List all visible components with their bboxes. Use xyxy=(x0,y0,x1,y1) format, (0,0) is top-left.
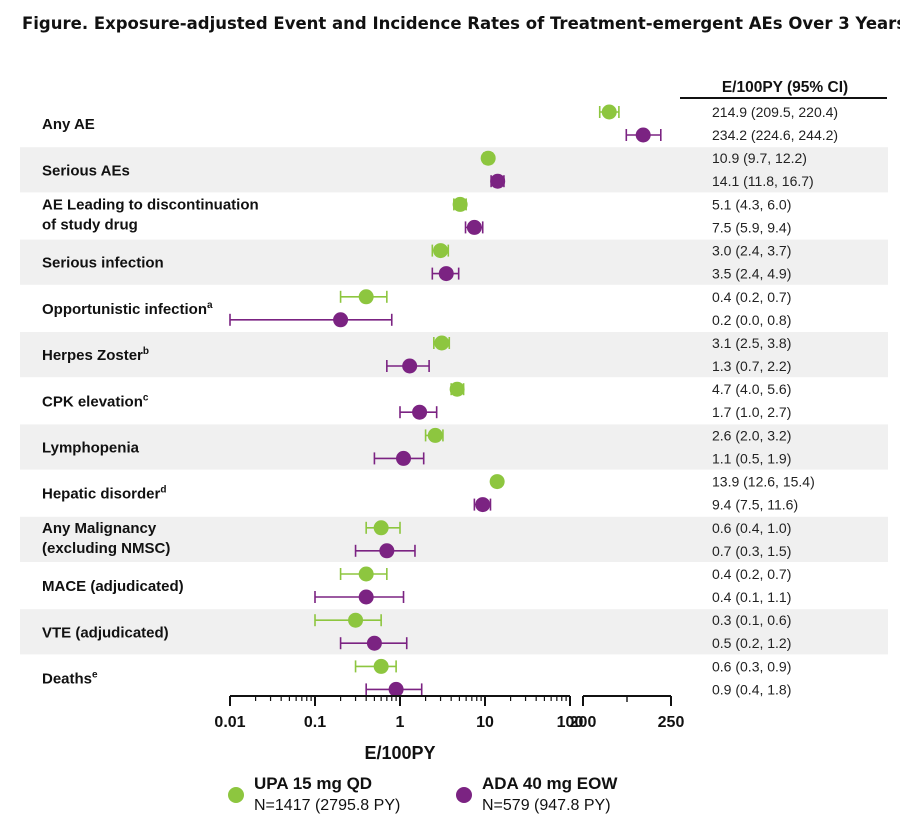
row-stripe xyxy=(20,332,888,378)
legend: UPA 15 mg QD N=1417 (2795.8 PY) ADA 40 m… xyxy=(228,772,748,832)
point-upa xyxy=(480,150,496,166)
point-ada xyxy=(402,358,418,374)
table-header: E/100PY (95% CI) xyxy=(722,79,848,96)
point-upa xyxy=(373,520,389,536)
x-tick-label: 10 xyxy=(476,714,494,731)
legend-n-ada: N=579 (947.8 PY) xyxy=(482,797,611,814)
forest-plot: E/100PY (95% CI) Any AE 214.9 (209.5, 220.… xyxy=(20,79,888,763)
x-tick-label: 1 xyxy=(396,714,405,731)
x-tick-label: 100 xyxy=(557,714,584,731)
ci-text-upa: 4.7 (4.0, 5.6) xyxy=(712,381,791,397)
point-upa xyxy=(452,196,468,212)
row-label: Hepatic disorderd xyxy=(42,485,166,503)
ci-text-upa: 13.9 (12.6, 15.4) xyxy=(712,474,815,490)
legend-marker-ada xyxy=(456,787,472,803)
point-ada xyxy=(490,173,506,189)
figure-title: Figure. Exposure-adjusted Event and Inci… xyxy=(22,14,900,33)
legend-name-ada: ADA 40 mg EOW xyxy=(482,774,618,793)
row-label: Deathse xyxy=(42,670,98,688)
point-upa xyxy=(358,289,374,305)
point-ada xyxy=(379,543,395,559)
ci-text-ada: 9.4 (7.5, 11.6) xyxy=(712,497,798,513)
x-tick-label: 0.1 xyxy=(304,714,326,731)
row-label: Lymphopenia xyxy=(42,440,140,457)
ci-text-upa: 3.0 (2.4, 3.7) xyxy=(712,243,791,259)
ci-text-ada: 1.7 (1.0, 2.7) xyxy=(712,404,791,420)
ci-text-ada: 0.7 (0.3, 1.5) xyxy=(712,543,791,559)
legend-marker-upa xyxy=(228,787,244,803)
ci-text-ada: 0.9 (0.4, 1.8) xyxy=(712,681,791,697)
ci-text-upa: 0.4 (0.2, 0.7) xyxy=(712,289,791,305)
ci-text-ada: 0.4 (0.1, 1.1) xyxy=(712,589,791,605)
point-ada xyxy=(396,450,412,466)
row-stripe xyxy=(20,516,888,562)
row-label: MACE (adjudicated) xyxy=(42,578,184,595)
point-ada xyxy=(466,219,482,235)
point-ada xyxy=(475,497,491,513)
x-tick-label: 0.01 xyxy=(214,714,245,731)
point-ada xyxy=(358,589,374,605)
row-stripe xyxy=(20,239,888,285)
row-stripe xyxy=(20,147,888,193)
point-upa xyxy=(348,612,364,628)
ci-text-ada: 14.1 (11.8, 16.7) xyxy=(712,173,814,189)
ci-text-ada: 234.2 (224.6, 244.2) xyxy=(712,127,838,143)
row-label: Serious AEs xyxy=(42,162,130,179)
legend-name-upa: UPA 15 mg QD xyxy=(254,774,373,793)
point-ada xyxy=(635,127,651,143)
ci-text-ada: 1.1 (0.5, 1.9) xyxy=(712,450,791,466)
point-ada xyxy=(438,266,454,282)
row-stripe xyxy=(20,609,888,655)
ci-text-upa: 5.1 (4.3, 6.0) xyxy=(712,196,791,212)
row-label: VTE (adjudicated) xyxy=(42,624,169,641)
row-label: AE Leading to discontinuation xyxy=(42,196,259,213)
row-label: Any Malignancy xyxy=(42,520,157,537)
row-label: of study drug xyxy=(42,216,138,233)
ci-text-ada: 0.5 (0.2, 1.2) xyxy=(712,635,791,651)
point-ada xyxy=(412,404,428,420)
row-label: Herpes Zosterb xyxy=(42,346,149,364)
point-upa xyxy=(449,381,465,397)
point-upa xyxy=(427,427,443,443)
ci-text-upa: 0.6 (0.3, 0.9) xyxy=(712,658,791,674)
ci-text-upa: 0.4 (0.2, 0.7) xyxy=(712,566,791,582)
row-label: Serious infection xyxy=(42,255,164,272)
x-axis-label: E/100PY xyxy=(364,743,435,763)
row-label: Any AE xyxy=(42,116,95,133)
ci-text-upa: 2.6 (2.0, 3.2) xyxy=(712,427,791,443)
ci-text-upa: 10.9 (9.7, 12.2) xyxy=(712,150,807,166)
ci-text-upa: 214.9 (209.5, 220.4) xyxy=(712,104,838,120)
point-ada xyxy=(333,312,349,328)
ci-text-upa: 3.1 (2.5, 3.8) xyxy=(712,335,791,351)
legend-n-upa: N=1417 (2795.8 PY) xyxy=(254,797,401,814)
row-label: CPK elevationc xyxy=(42,392,149,410)
point-upa xyxy=(358,566,374,582)
ci-text-ada: 3.5 (2.4, 4.9) xyxy=(712,266,791,282)
row-label: (excluding NMSC) xyxy=(42,540,170,557)
ci-text-ada: 1.3 (0.7, 2.2) xyxy=(712,358,791,374)
point-upa xyxy=(373,658,389,674)
row-stripe xyxy=(20,424,888,470)
row-label: Opportunistic infectiona xyxy=(42,300,213,318)
ci-text-ada: 0.2 (0.0, 0.8) xyxy=(712,312,791,328)
ci-text-upa: 0.6 (0.4, 1.0) xyxy=(712,520,791,536)
point-upa xyxy=(489,474,505,490)
point-ada xyxy=(388,681,404,697)
point-upa xyxy=(601,104,617,120)
ci-text-ada: 7.5 (5.9, 9.4) xyxy=(712,219,791,235)
point-ada xyxy=(366,635,382,651)
x-tick-label: 200 xyxy=(570,714,597,731)
point-upa xyxy=(434,335,450,351)
x-tick-label: 250 xyxy=(658,714,685,731)
ci-text-upa: 0.3 (0.1, 0.6) xyxy=(712,612,791,628)
point-upa xyxy=(433,243,449,259)
